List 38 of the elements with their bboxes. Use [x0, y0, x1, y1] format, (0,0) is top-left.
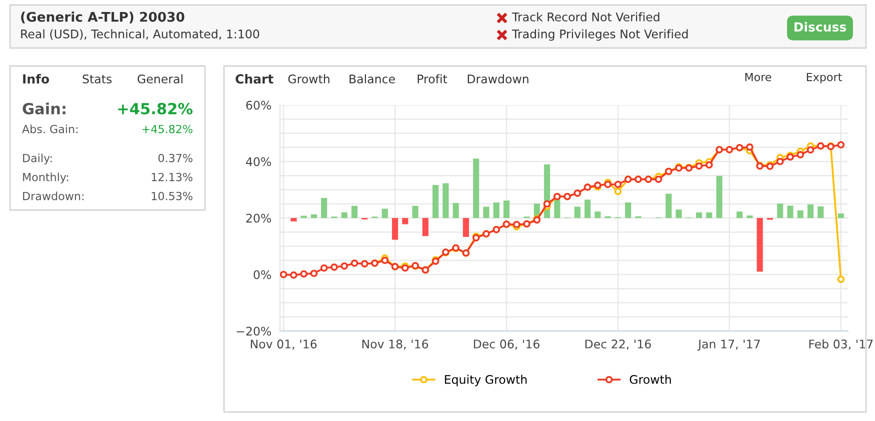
x-tick-label: Dec 06, '16	[474, 340, 540, 350]
text: More	[745, 72, 772, 82]
text: General	[138, 74, 182, 84]
y-tick-label: 60%	[246, 100, 272, 110]
text: Monthly:	[23, 172, 68, 184]
text: Profit	[418, 74, 448, 84]
text: 12.13%	[152, 172, 192, 182]
text: Info	[23, 74, 50, 84]
text: Export	[806, 72, 842, 84]
text: Abs. Gain:	[22, 124, 78, 134]
x-tick-label: Nov 18, '16	[362, 340, 428, 350]
text: +45.82%	[118, 102, 193, 114]
text: Growth	[288, 74, 330, 84]
text: Drawdown:	[23, 192, 84, 200]
legend-label: Growth	[630, 374, 671, 384]
text: 10.53%	[152, 192, 192, 200]
text: Drawdown	[468, 74, 528, 84]
y-tick-label: −20%	[236, 326, 272, 336]
x-tick-label: Dec 22, '16	[585, 340, 651, 350]
text: Daily:	[23, 154, 52, 164]
text: Gain:	[22, 102, 66, 114]
text: Balance	[350, 74, 395, 84]
text: Track Record Not Verified	[512, 12, 660, 22]
y-tick-label: 40%	[246, 157, 272, 166]
legend-label: Equity Growth	[444, 374, 527, 386]
text: Trading Privileges Not Verified	[512, 29, 688, 41]
text: +45.82%	[142, 124, 192, 134]
x-tick-label: Jan 17, '17	[697, 340, 760, 351]
x-tick-label: Nov 01, '16	[250, 340, 317, 350]
text: (Generic A-TLP) 20030	[21, 12, 184, 24]
text: Stats	[82, 74, 112, 84]
text: Discuss	[794, 22, 846, 32]
y-tick-label: 0%	[254, 270, 272, 280]
text: Chart	[236, 74, 274, 84]
text: Real (USD), Technical, Automated, 1:100	[21, 29, 260, 40]
x-tick-label: Feb 03, '17	[809, 339, 873, 350]
y-tick-label: 20%	[246, 214, 272, 223]
text: 0.37%	[158, 154, 192, 162]
